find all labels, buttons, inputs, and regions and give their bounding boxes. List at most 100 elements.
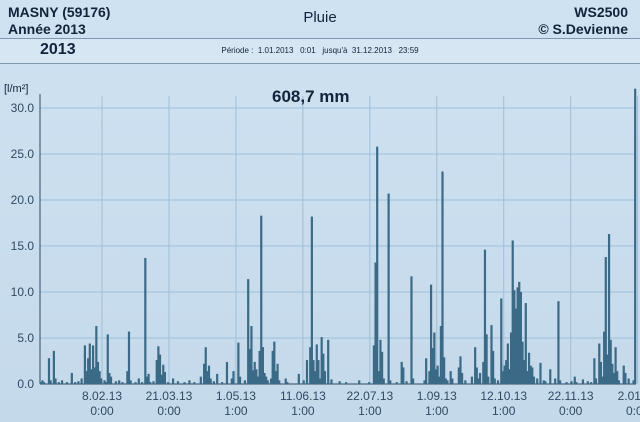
rain-bar — [477, 378, 480, 384]
rain-bar — [80, 378, 83, 384]
rain-bar — [314, 371, 317, 384]
rain-bar — [372, 345, 376, 384]
rain-bar — [199, 376, 202, 384]
rain-bar — [100, 378, 103, 384]
rain-bar — [118, 380, 121, 384]
rain-bar — [83, 345, 86, 384]
rain-bar — [114, 381, 118, 384]
rain-bar — [527, 352, 531, 384]
rain-bar — [513, 290, 516, 384]
rain-bar — [96, 361, 100, 384]
rain-bar — [529, 365, 532, 384]
rain-bar — [542, 380, 545, 384]
rain-bar — [428, 371, 431, 384]
rain-bar — [425, 358, 428, 384]
rain-bar — [607, 234, 611, 384]
rain-bar — [330, 379, 333, 384]
rain-bar — [225, 361, 229, 384]
rain-bar — [247, 279, 250, 384]
rain-bar — [508, 369, 511, 384]
x-tick-time: 0:00 — [626, 404, 640, 418]
rain-bar — [614, 347, 617, 384]
rain-bar — [266, 380, 269, 384]
rain-bar — [439, 326, 442, 384]
x-tick-date: 1.05.13 — [216, 389, 256, 403]
rain-bar — [256, 376, 260, 384]
rain-bar — [506, 343, 509, 384]
rain-bar — [586, 381, 589, 384]
rain-bar — [558, 380, 562, 384]
rain-bar — [302, 380, 305, 384]
rain-bar — [105, 382, 108, 384]
rain-bar — [526, 371, 529, 384]
rain-bar — [496, 380, 500, 384]
rain-bar — [121, 382, 124, 384]
author-credit: © S.Devienne — [538, 21, 628, 37]
rain-bar — [88, 343, 91, 384]
rain-bar — [377, 371, 380, 384]
rain-bar — [503, 365, 506, 384]
rain-bar — [557, 301, 560, 384]
rain-bar — [573, 376, 576, 384]
rain-bar — [389, 380, 392, 384]
rain-bar — [243, 380, 247, 384]
rain-bar — [478, 372, 482, 384]
rain-bar — [284, 378, 287, 384]
rain-bar — [95, 326, 98, 384]
rain-bar — [382, 378, 385, 384]
rain-bar — [492, 350, 495, 384]
x-tick-date: 12.10.13 — [480, 389, 527, 403]
rain-bar — [590, 382, 593, 384]
rain-bar — [438, 376, 441, 384]
rain-bar — [74, 382, 77, 384]
rain-bar — [379, 339, 382, 384]
rain-bar — [273, 341, 276, 384]
x-tick-time: 1:00 — [224, 404, 248, 418]
rain-bar — [70, 372, 73, 384]
rain-bar — [500, 298, 503, 384]
rain-bar — [220, 382, 224, 384]
rain-bar — [158, 354, 162, 384]
rain-bar — [461, 372, 464, 384]
rain-bar — [598, 343, 601, 384]
x-tick-date: 22.07.13 — [346, 389, 393, 403]
rain-bar — [317, 360, 320, 384]
rain-bar — [521, 341, 524, 384]
rain-bar — [322, 353, 325, 384]
rain-bar — [134, 382, 137, 384]
y-tick-label: 25.0 — [11, 147, 35, 161]
rain-bar — [103, 380, 106, 384]
rain-bar — [593, 358, 596, 384]
x-tick-time: 1:00 — [291, 404, 315, 418]
x-tick-date: 21.03.13 — [146, 389, 193, 403]
rain-bar — [599, 361, 602, 384]
rain-bar — [127, 331, 131, 384]
rain-bar — [443, 357, 446, 384]
y-axis-unit: [l/m²] — [4, 83, 29, 95]
rain-bar — [232, 371, 235, 384]
y-tick-label: 0.0 — [17, 377, 34, 391]
rain-bar — [263, 372, 266, 384]
x-tick-date: 8.02.13 — [82, 389, 122, 403]
rain-bar — [309, 347, 312, 384]
rain-bar — [183, 382, 186, 384]
rain-bar — [444, 378, 447, 384]
rain-bar — [423, 380, 426, 384]
rain-bar — [323, 371, 327, 384]
rain-bar — [160, 374, 163, 384]
y-tick-label: 30.0 — [11, 101, 35, 115]
rain-bar — [47, 358, 51, 384]
rain-bar — [549, 369, 552, 384]
rain-bar — [627, 378, 630, 384]
rain-bar — [483, 249, 487, 384]
rain-bar — [312, 360, 315, 384]
x-tick-time: 0:00 — [559, 404, 583, 418]
rain-bar — [126, 371, 129, 384]
rain-bar — [152, 381, 155, 384]
rain-bar — [395, 382, 398, 384]
rain-bar — [98, 371, 101, 384]
rain-bar — [42, 382, 46, 384]
rain-bar — [216, 373, 219, 384]
